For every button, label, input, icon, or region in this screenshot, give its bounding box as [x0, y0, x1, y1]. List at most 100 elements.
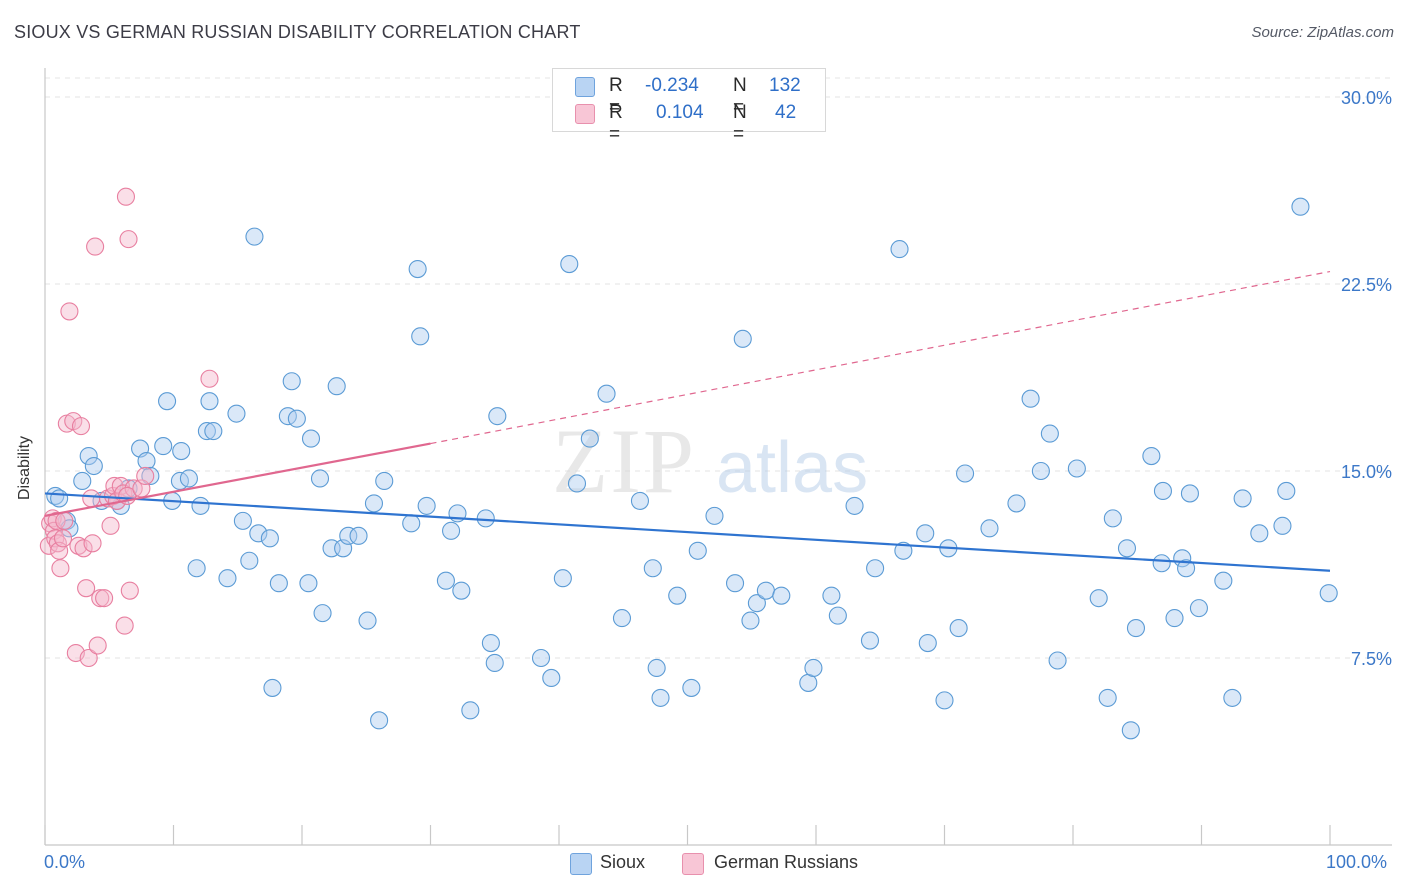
- chart-source: Source: ZipAtlas.com: [1251, 24, 1394, 41]
- series-legend-label-german-russians: German Russians: [714, 852, 859, 872]
- point-sioux-14: [154, 437, 173, 456]
- point-sioux-108: [1098, 688, 1117, 707]
- point-sioux-46: [358, 611, 377, 630]
- point-sioux-86: [804, 658, 823, 678]
- point-german-russians-24: [91, 589, 110, 608]
- point-sioux-6: [84, 456, 103, 476]
- point-sioux-67: [567, 474, 587, 493]
- point-sioux-26: [227, 404, 246, 423]
- y-tick-label-0: 7.5%: [1351, 649, 1392, 669]
- point-sioux-31: [260, 529, 279, 548]
- point-sioux-91: [866, 559, 885, 578]
- y-tick-label-3: 30.0%: [1341, 88, 1392, 108]
- trend-line-german-russians-extension: [430, 270, 1331, 445]
- point-german-russians-12: [60, 302, 79, 321]
- point-sioux-47: [364, 494, 384, 513]
- point-sioux-66: [560, 255, 579, 274]
- point-sioux-12: [137, 451, 156, 471]
- point-german-russians-41: [200, 369, 219, 388]
- point-sioux-27: [233, 511, 252, 530]
- series-legend-swatch-sioux: [570, 853, 592, 875]
- point-sioux-127: [1291, 197, 1310, 216]
- data-points: [39, 187, 1338, 740]
- point-sioux-90: [860, 631, 880, 650]
- point-sioux-96: [935, 691, 954, 710]
- point-sioux-121: [1214, 571, 1233, 590]
- point-sioux-98: [949, 619, 968, 638]
- point-sioux-106: [1067, 459, 1086, 478]
- point-german-russians-6: [48, 534, 67, 553]
- point-sioux-102: [1021, 389, 1040, 408]
- y-tick-label-1: 15.0%: [1341, 462, 1392, 482]
- point-sioux-77: [688, 541, 707, 560]
- point-sioux-29: [245, 227, 264, 246]
- point-sioux-51: [408, 259, 427, 279]
- point-german-russians-38: [116, 187, 136, 206]
- point-sioux-48: [370, 711, 389, 730]
- point-sioux-64: [542, 668, 561, 687]
- point-sioux-122: [1223, 688, 1242, 707]
- correlation-legend: R = -0.234 N = 132 R = 0.104 N = 42: [552, 68, 826, 145]
- point-german-russians-22: [86, 237, 105, 256]
- point-german-russians-25: [95, 589, 114, 608]
- point-sioux-5: [79, 446, 98, 466]
- point-german-russians-33: [115, 616, 134, 635]
- legend-r-label: R =: [609, 102, 623, 145]
- point-sioux-73: [647, 658, 666, 678]
- point-sioux-53: [417, 496, 436, 515]
- point-sioux-103: [1031, 461, 1050, 481]
- point-sioux-84: [772, 586, 791, 605]
- point-sioux-87: [822, 586, 841, 605]
- point-sioux-99: [956, 464, 975, 483]
- point-sioux-105: [1048, 651, 1067, 670]
- point-german-russians-23: [88, 636, 107, 655]
- point-sioux-70: [612, 609, 632, 628]
- point-german-russians-20: [82, 489, 101, 508]
- point-sioux-63: [531, 648, 551, 668]
- point-sioux-101: [1007, 494, 1026, 513]
- point-sioux-18: [172, 442, 191, 461]
- point-german-russians-9: [53, 529, 73, 548]
- point-sioux-45: [349, 526, 368, 545]
- point-sioux-114: [1152, 554, 1171, 573]
- legend-n-value-german-russians: 42: [775, 102, 797, 123]
- point-sioux-58: [461, 701, 480, 720]
- point-german-russians-34: [119, 230, 138, 249]
- point-sioux-82: [747, 594, 766, 613]
- trend-lines: [44, 270, 1331, 572]
- point-sioux-115: [1153, 481, 1172, 500]
- point-sioux-119: [1180, 484, 1199, 503]
- point-sioux-109: [1103, 509, 1122, 528]
- legend-n-value-sioux: 132: [769, 75, 801, 96]
- point-sioux-15: [158, 392, 177, 411]
- point-sioux-49: [375, 471, 394, 491]
- point-sioux-52: [411, 327, 430, 346]
- point-sioux-39: [310, 469, 330, 488]
- watermark-zip: ZIP: [552, 410, 696, 512]
- x-tick-label-max: 100.0%: [1326, 852, 1388, 872]
- point-german-russians-8: [51, 559, 70, 578]
- point-sioux-107: [1089, 589, 1108, 608]
- legend-r-label: R =: [609, 75, 623, 118]
- axes: [44, 68, 1392, 846]
- point-sioux-55: [442, 521, 461, 540]
- point-sioux-112: [1126, 619, 1146, 638]
- point-german-russians-19: [79, 648, 98, 668]
- series-legend-label-sioux: Sioux: [600, 852, 646, 872]
- point-sioux-60: [481, 633, 500, 653]
- point-sioux-111: [1121, 721, 1140, 740]
- point-sioux-38: [301, 429, 321, 448]
- point-sioux-93: [894, 541, 913, 560]
- point-sioux-125: [1273, 516, 1292, 535]
- point-sioux-94: [916, 524, 935, 543]
- point-sioux-110: [1117, 539, 1137, 558]
- point-german-russians-10: [55, 511, 74, 530]
- chart-title: SIOUX VS GERMAN RUSSIAN DISABILITY CORRE…: [14, 22, 581, 42]
- point-german-russians-40: [136, 466, 155, 486]
- watermark-atlas: atlas: [716, 428, 868, 508]
- trend-line-sioux: [44, 492, 1331, 572]
- legend-r-value-german-russians: 0.104: [656, 102, 704, 123]
- point-sioux-80: [733, 329, 752, 348]
- legend-n-label: N =: [733, 75, 747, 118]
